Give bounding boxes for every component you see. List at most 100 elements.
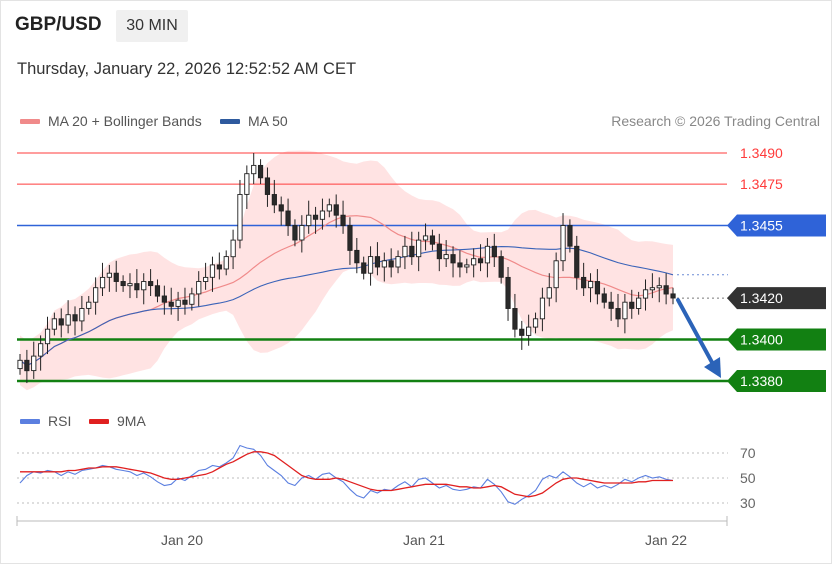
- candle-body: [539, 297, 546, 320]
- candle-body: [216, 264, 222, 270]
- rsi-ma-line: [20, 451, 673, 498]
- candle: [319, 198, 326, 230]
- candle-body: [79, 308, 85, 322]
- candle-body: [340, 214, 346, 227]
- legend-rsi-ma: 9MA: [89, 413, 146, 429]
- legend-ma50-label: MA 50: [248, 113, 288, 129]
- candle-body: [244, 173, 250, 195]
- candle-body: [17, 359, 23, 370]
- candle: [649, 273, 655, 299]
- candle: [17, 354, 23, 375]
- price-levels: 1.3490 1.3475 1.3455 1.3420 1.3400 1.3380: [17, 145, 826, 392]
- candle-body: [319, 210, 326, 220]
- candle-body: [306, 214, 312, 227]
- candle-body: [594, 281, 601, 295]
- candle-body: [491, 245, 497, 258]
- candle: [72, 306, 78, 336]
- candle-body: [51, 318, 57, 330]
- candle-body: [333, 204, 339, 216]
- candle: [120, 275, 126, 292]
- candle-body: [278, 204, 284, 212]
- candle: [99, 262, 106, 297]
- support-label-1.3380: 1.3380: [740, 373, 783, 389]
- candle: [175, 291, 181, 321]
- candle-body: [505, 276, 511, 309]
- candle: [587, 273, 594, 303]
- resistance-label-1.3475: 1.3475: [740, 176, 783, 192]
- candle: [464, 258, 470, 274]
- x-tick-label: Jan 22: [645, 532, 687, 548]
- candle-body: [636, 297, 642, 309]
- candle-body: [409, 245, 415, 258]
- candle-body: [24, 359, 30, 372]
- candle-body: [175, 299, 181, 307]
- forecast-arrow: [676, 298, 721, 378]
- candle-body: [161, 295, 167, 303]
- x-tick-label: Jan 21: [403, 532, 445, 548]
- candle: [196, 271, 202, 307]
- candle: [608, 291, 614, 321]
- timeframe-badge[interactable]: 30 MIN: [116, 10, 188, 42]
- candle-body: [237, 194, 243, 241]
- candle-body: [395, 256, 401, 268]
- rsi-swatch: [20, 418, 40, 424]
- candle: [381, 252, 387, 282]
- candle: [24, 349, 30, 384]
- candle: [450, 246, 456, 278]
- candle-body: [498, 256, 504, 278]
- support-tag-1.3380: [727, 370, 826, 392]
- candle-body: [436, 243, 442, 260]
- candle-body: [581, 276, 587, 289]
- candle: [395, 250, 401, 274]
- candle-body: [512, 308, 518, 330]
- candle-body: [209, 264, 216, 278]
- candle: [512, 293, 518, 338]
- candle-body: [251, 164, 257, 175]
- candle-body: [471, 258, 477, 266]
- candle: [326, 198, 332, 218]
- last-price-tag: [727, 287, 826, 310]
- candle: [505, 267, 511, 321]
- candle-body: [230, 239, 236, 258]
- candle-body: [292, 225, 298, 241]
- candle-body: [141, 281, 147, 291]
- legend-rsi: RSI: [20, 413, 71, 429]
- candle: [347, 217, 353, 265]
- forecast-arrow-head: [704, 357, 721, 378]
- candle-body: [44, 328, 51, 345]
- candle-body: [168, 301, 174, 307]
- candle: [79, 296, 85, 332]
- candle: [333, 194, 339, 228]
- candle-body: [656, 285, 662, 289]
- candle: [292, 219, 298, 247]
- candle: [216, 252, 222, 280]
- candle: [306, 200, 312, 234]
- candle-body: [608, 301, 614, 309]
- candle-body: [299, 225, 305, 241]
- candle: [526, 314, 532, 346]
- candle: [409, 231, 415, 265]
- candle: [244, 165, 250, 209]
- candle: [539, 287, 546, 332]
- candle-body: [182, 299, 188, 305]
- rsi-tick-label: 30: [740, 495, 756, 511]
- candle: [484, 237, 491, 278]
- rsi-line: [19, 444, 674, 505]
- candle: [656, 277, 662, 303]
- candle: [629, 289, 635, 319]
- candle-body: [113, 272, 119, 282]
- candle-body: [203, 276, 209, 282]
- legend-rsi-label: RSI: [48, 413, 72, 429]
- candle-body: [196, 281, 202, 295]
- candle: [642, 279, 649, 311]
- candle-body: [402, 245, 408, 258]
- candle: [553, 252, 559, 303]
- candle: [471, 248, 477, 278]
- candle-body: [422, 235, 429, 241]
- candle: [223, 250, 229, 276]
- candle: [388, 248, 394, 278]
- candle-body: [553, 260, 559, 289]
- candle: [271, 179, 277, 214]
- candle: [601, 287, 607, 309]
